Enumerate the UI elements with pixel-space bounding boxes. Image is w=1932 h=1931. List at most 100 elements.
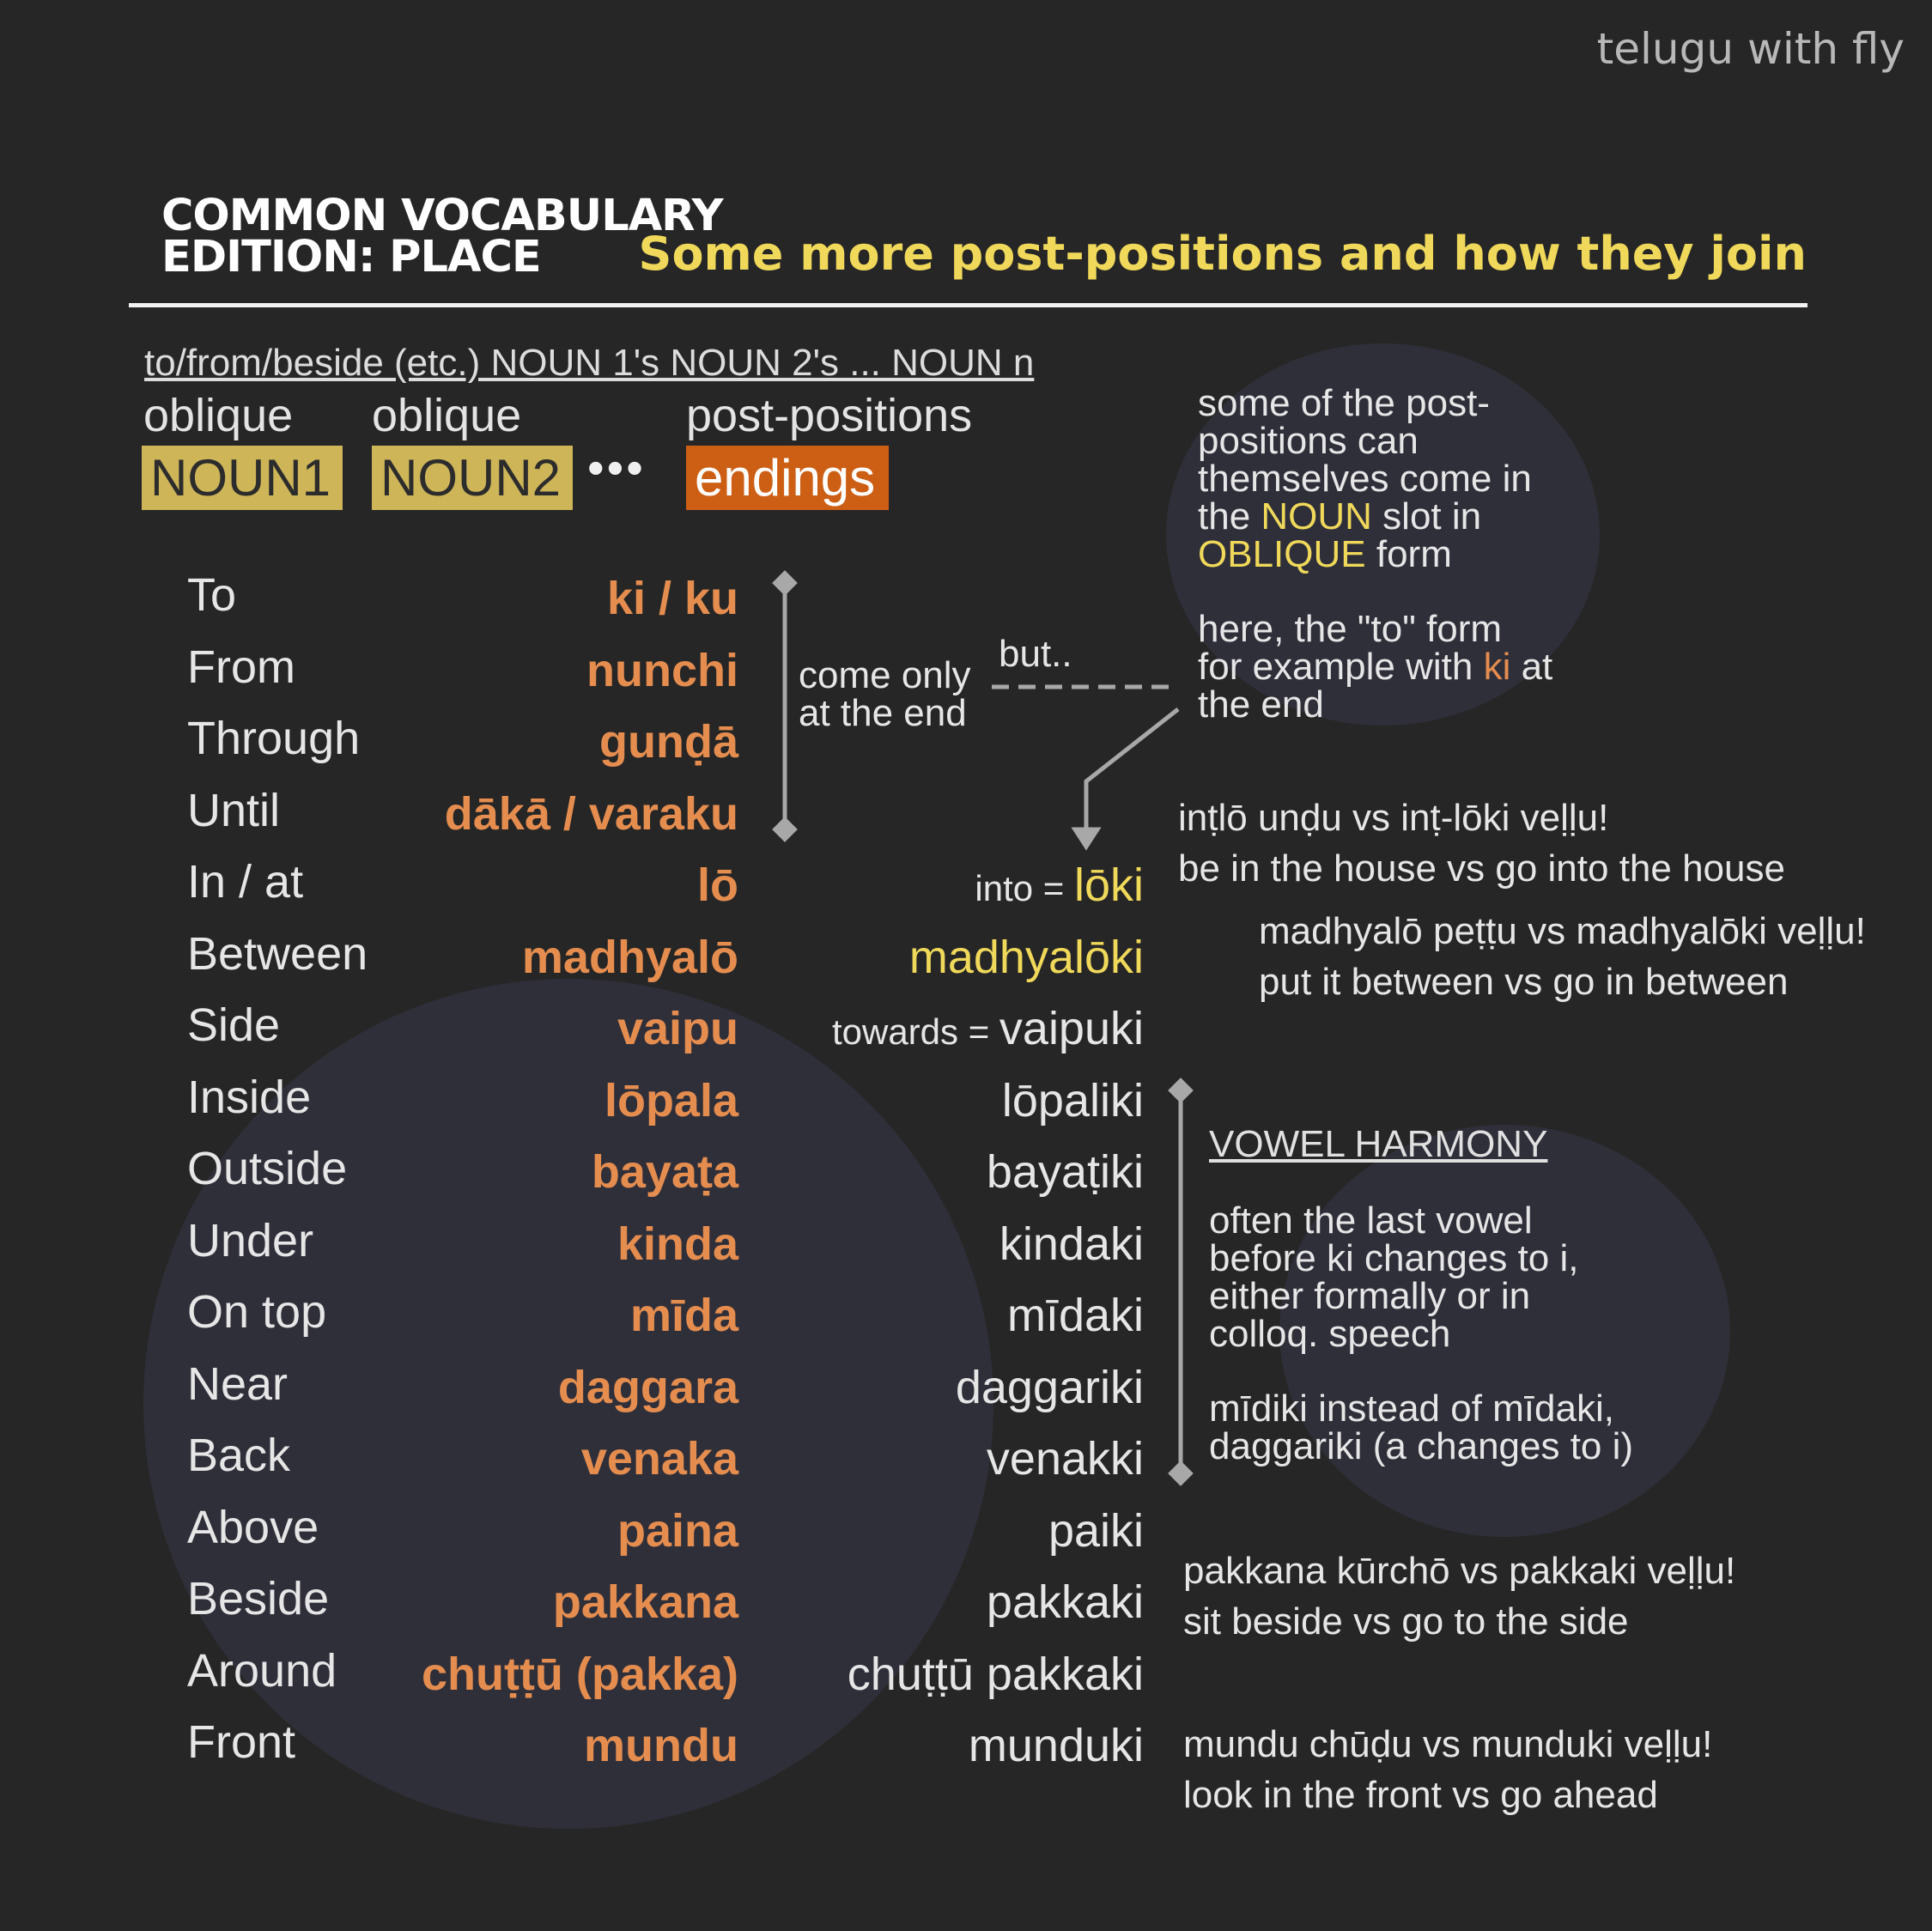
row-telugu-postposition: kinda: [617, 1218, 738, 1270]
vowel-harmony-line4: colloq. speech: [1209, 1313, 1451, 1355]
row-telugu-postposition: pakkana: [552, 1576, 738, 1628]
note1-line4-pre: the: [1198, 495, 1261, 537]
vowel-harmony-line3: either formally or in: [1209, 1275, 1531, 1317]
row-english: Near: [187, 1358, 289, 1410]
row-telugu-postposition: paina: [617, 1505, 738, 1557]
note2-line3: the end: [1198, 683, 1324, 726]
example3-english: sit beside vs go to the side: [1183, 1600, 1629, 1643]
row-joined-word: madhyalōki: [908, 932, 1144, 983]
note1-noun-highlight: NOUN: [1261, 495, 1372, 537]
row-english: From: [187, 641, 295, 693]
row-joined-word: lōki: [1073, 859, 1144, 911]
example4-telugu: mundu chūḍu vs munduki veḷḷu!: [1183, 1723, 1713, 1765]
note2-line2: for example with ki at: [1198, 648, 1552, 686]
loki-arrow-head: [1071, 827, 1102, 851]
row-telugu-postposition: mundu: [584, 1720, 738, 1771]
row-telugu-postposition: madhyalō: [521, 932, 738, 983]
row-english: Under: [187, 1215, 314, 1266]
note1-line4: the NOUN slot in: [1198, 498, 1481, 536]
example4-english: look in the front vs go ahead: [1183, 1774, 1658, 1816]
row-english: Above: [187, 1502, 319, 1553]
row-joined-word: pakkaki: [986, 1576, 1144, 1628]
note2-line1: here, the "to" form: [1198, 608, 1503, 650]
row-english: Side: [187, 999, 281, 1051]
note1-line5-post: form: [1365, 533, 1452, 575]
row-joined-prefix: towards =: [831, 1011, 999, 1052]
row-joined-word: lōpaliki: [1001, 1075, 1144, 1126]
but-label: but..: [999, 633, 1072, 675]
row-joined-form: bayaṭiki: [987, 1145, 1144, 1199]
bg-circle-large: [143, 979, 993, 1829]
row-joined-word: mīdaki: [1006, 1290, 1144, 1341]
row-english: To: [187, 569, 237, 621]
row-joined-form: chuṭṭū pakkaki: [848, 1648, 1144, 1701]
row-telugu-postposition: dākā / varaku: [444, 788, 738, 840]
row-telugu-postposition: daggara: [557, 1362, 738, 1413]
page-subtitle: Some more post-positions and how they jo…: [638, 227, 1807, 281]
noun1-chip: NOUN1: [142, 446, 343, 510]
row-joined-word: daggariki: [955, 1362, 1144, 1413]
row-joined-form: mīdaki: [1007, 1289, 1144, 1342]
bracket-note-line2: at the end: [799, 692, 967, 734]
row-joined-word: kindaki: [999, 1218, 1144, 1270]
bracket-top-diamond: [772, 570, 798, 596]
header-oblique-1: oblique: [143, 390, 294, 441]
bg-circle-top-right: [1166, 343, 1600, 726]
bracket-note-line1: come only: [799, 654, 971, 696]
brand-watermark: telugu with fly: [1596, 24, 1905, 74]
loki-arrow-line: [1084, 707, 1180, 831]
row-telugu-postposition: ki / ku: [606, 573, 738, 624]
structure-formula: to/from/beside (etc.) NOUN 1's NOUN 2's …: [144, 342, 1035, 384]
note1-line1: some of the post-: [1198, 382, 1490, 424]
example1-english: be in the house vs go into the house: [1178, 847, 1785, 890]
row-english: Beside: [187, 1573, 330, 1624]
row-telugu-postposition: venaka: [580, 1433, 738, 1485]
row-telugu-postposition: lō: [697, 859, 738, 911]
note2-ki-highlight: ki: [1483, 646, 1511, 688]
row-joined-prefix: into =: [975, 868, 1074, 908]
ellipsis-dots: •••: [587, 440, 646, 495]
vh-bracket-bottom-diamond: [1168, 1460, 1194, 1486]
row-joined-word: venakki: [986, 1433, 1144, 1485]
endings-chip: endings: [686, 446, 889, 510]
row-english: Between: [187, 928, 368, 980]
row-english: Inside: [187, 1072, 312, 1123]
row-joined-form: munduki: [969, 1719, 1144, 1772]
page-title-line2: EDITION: PLACE: [161, 232, 542, 282]
example3-telugu: pakkana kūrchō vs pakkaki veḷḷu!: [1183, 1550, 1736, 1592]
note1-line5: OBLIQUE form: [1198, 536, 1452, 574]
row-joined-form: pakkaki: [987, 1576, 1144, 1629]
vowel-harmony-line1: often the last vowel: [1209, 1199, 1533, 1242]
vh-bracket-top-diamond: [1168, 1078, 1194, 1103]
row-joined-form: lōpaliki: [1002, 1074, 1144, 1127]
row-telugu-postposition: vaipu: [617, 1003, 738, 1054]
example1-telugu: inṭlō unḍu vs inṭ-lōki veḷḷu!: [1178, 797, 1609, 839]
row-joined-form: daggariki: [956, 1361, 1144, 1414]
note2-line2-post: at: [1510, 646, 1553, 688]
row-english: Around: [187, 1645, 337, 1697]
row-joined-form: madhyalōki: [909, 931, 1144, 984]
vowel-harmony-line5: mīdiki instead of mīdaki,: [1209, 1388, 1614, 1430]
row-english: Until: [187, 785, 281, 836]
row-english: Back: [187, 1430, 291, 1481]
note1-line2: positions can: [1198, 420, 1419, 462]
header-post-positions: post-positions: [686, 390, 973, 441]
row-telugu-postposition: bayaṭa: [591, 1146, 738, 1198]
row-telugu-postposition: nunchi: [586, 645, 738, 696]
title-divider: [129, 303, 1807, 307]
vowel-harmony-title: VOWEL HARMONY: [1209, 1123, 1548, 1165]
bracket-bottom-diamond: [772, 817, 798, 842]
bg-circle-vowel-harmony: [1279, 1125, 1730, 1537]
row-english: On top: [187, 1286, 327, 1338]
row-joined-word: paiki: [1048, 1505, 1144, 1557]
row-joined-word: bayaṭiki: [986, 1146, 1144, 1198]
row-joined-form: kindaki: [999, 1218, 1144, 1271]
note1-oblique-highlight: OBLIQUE: [1198, 533, 1366, 575]
row-telugu-postposition: lōpala: [604, 1075, 738, 1126]
vowel-harmony-line6: daggariki (a changes to i): [1209, 1425, 1634, 1467]
page-title-line1: COMMON VOCABULARY: [161, 191, 724, 241]
note1-line4-post: slot in: [1371, 495, 1482, 537]
row-english: Through: [187, 713, 361, 764]
header-oblique-2: oblique: [372, 390, 522, 441]
